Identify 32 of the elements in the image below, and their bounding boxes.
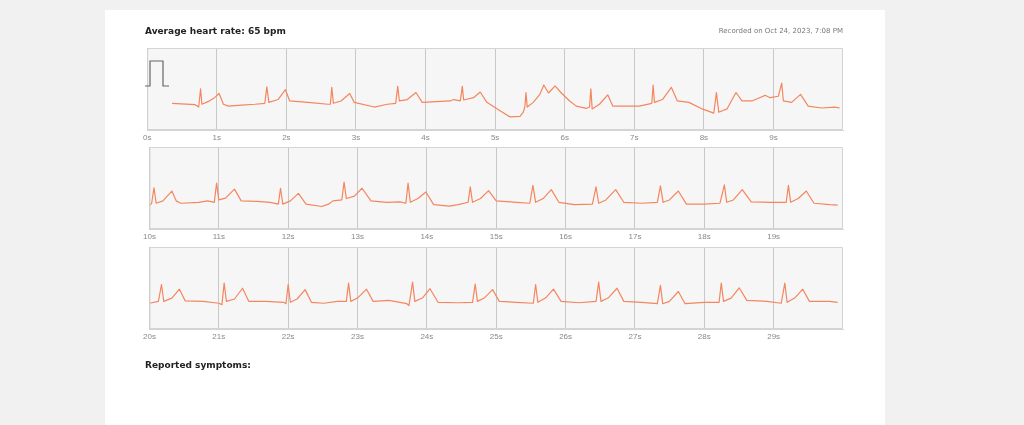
x-tick-label: 20s xyxy=(143,332,156,341)
x-tick-label: 7s xyxy=(630,133,639,142)
x-tick-label: 0s xyxy=(143,133,152,142)
x-tick-label: 16s xyxy=(559,232,573,241)
text: Reported symptoms: xyxy=(145,360,251,370)
x-tick-label: 22s xyxy=(281,332,295,341)
x-tick-label: 1s xyxy=(212,133,222,142)
x-tick-label: 5s xyxy=(490,133,500,142)
x-tick-label: 14s xyxy=(420,232,434,241)
x-tick-label: 8s xyxy=(699,133,709,142)
x-tick-label: 15s xyxy=(489,232,503,241)
x-tick-label: 6s xyxy=(560,133,569,142)
x-tick-label: 3s xyxy=(351,133,361,142)
x-tick-label: 13s xyxy=(351,232,364,241)
x-tick-label: 18s xyxy=(697,232,711,241)
x-tick-label: 23s xyxy=(351,332,364,341)
x-tick-label: 4s xyxy=(421,133,430,142)
x-tick-label: 12s xyxy=(281,232,295,241)
x-tick-label: 11s xyxy=(212,232,225,241)
x-tick-label: 10s xyxy=(143,232,156,241)
x-tick-label: 21s xyxy=(212,332,226,341)
x-tick-label: 9s xyxy=(769,133,778,142)
x-tick-label: 29s xyxy=(767,332,781,341)
x-tick-label: 19s xyxy=(767,232,781,241)
x-tick-label: 24s xyxy=(420,332,434,341)
x-tick-label: 28s xyxy=(697,332,711,341)
x-tick-label: 26s xyxy=(559,332,573,341)
x-tick-label: 2s xyxy=(282,133,291,142)
chart-title: Average heart rate: 65 bpm xyxy=(145,26,286,36)
x-tick-label: 27s xyxy=(628,332,642,341)
x-tick-label: 17s xyxy=(628,232,642,241)
x-tick-label: 25s xyxy=(489,332,503,341)
